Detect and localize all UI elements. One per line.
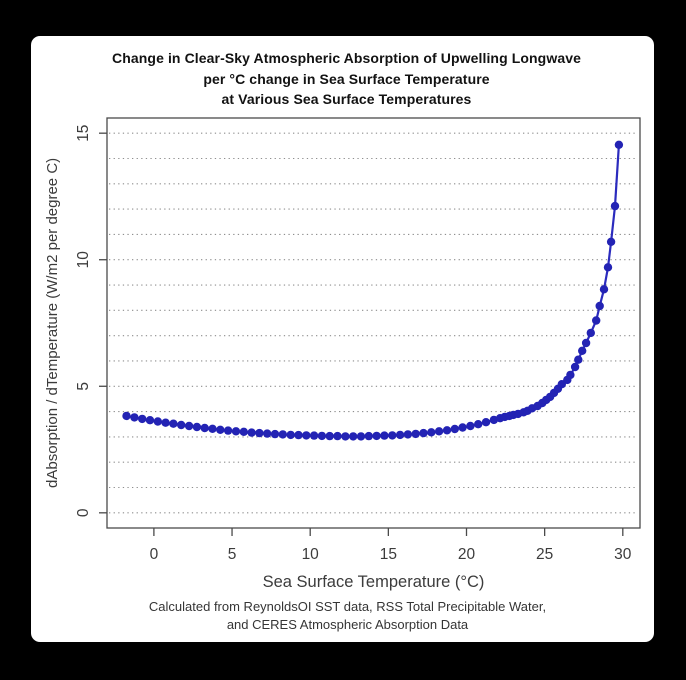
data-point [153, 417, 162, 426]
data-point [434, 427, 444, 436]
y-axis-title: dAbsorption / dTemperature (W/m2 per deg… [44, 157, 61, 489]
x-tick-label: 25 [536, 546, 553, 563]
data-point [411, 429, 420, 439]
x-axis-title: Sea Surface Temperature (°C) [262, 573, 485, 591]
data-point [578, 346, 587, 355]
data-point [364, 431, 373, 441]
data-point [325, 431, 334, 441]
data-point [614, 140, 624, 149]
chart-title-line1: Change in Clear-Sky Atmospheric Absorpti… [112, 50, 581, 66]
data-point [192, 422, 202, 432]
chart-card: Change in Clear-Sky Atmospheric Absorpti… [31, 36, 654, 642]
data-point [599, 285, 609, 294]
chart-title: Change in Clear-Sky Atmospheric Absorpti… [40, 48, 653, 110]
x-tick-label: 20 [458, 546, 476, 563]
source-caption: Calculated from ReynoldsOI SST data, RSS… [51, 598, 644, 634]
data-point [442, 426, 452, 435]
data-point [395, 430, 405, 440]
data-point [161, 418, 170, 427]
series-line [126, 144, 620, 438]
x-axis: 0 5 10 15 20 25 30 [150, 528, 632, 563]
data-point [581, 338, 591, 348]
data-point [606, 237, 616, 246]
data-point [145, 416, 155, 425]
data-point [208, 424, 217, 433]
data-point [247, 428, 256, 437]
data-point [309, 431, 319, 440]
data-point [356, 432, 366, 441]
data-point [184, 421, 194, 431]
data-point [341, 432, 350, 441]
data-point [595, 301, 604, 311]
gridlines [109, 132, 638, 514]
data-point [610, 201, 620, 211]
data-point [270, 429, 280, 439]
data-point [380, 431, 389, 440]
data-point [122, 411, 131, 421]
series-points [122, 140, 624, 441]
data-point [317, 431, 327, 441]
data-point [388, 431, 397, 440]
data-point [200, 423, 209, 433]
data-point [349, 432, 358, 441]
y-axis: 0 5 10 15 [75, 125, 107, 517]
data-point [586, 328, 595, 338]
data-point [450, 424, 459, 434]
x-tick-label: 15 [380, 546, 397, 563]
data-point [403, 430, 413, 439]
data-point [481, 418, 491, 427]
chart-title-line3: at Various Sea Surface Temperatures [221, 91, 472, 107]
x-tick-label: 0 [150, 546, 159, 563]
data-point [263, 429, 272, 438]
data-point [574, 355, 583, 364]
data-point [169, 419, 178, 428]
chart-title-line2: per °C change in Sea Surface Temperature [203, 70, 490, 87]
x-tick-label: 10 [302, 546, 320, 563]
data-point [223, 426, 233, 435]
y-tick-label: 15 [75, 125, 92, 142]
data-point [130, 413, 139, 422]
source-caption-line1: Calculated from ReynoldsOI SST data, RSS… [148, 599, 547, 614]
data-point [278, 430, 287, 439]
data-point [474, 420, 483, 429]
data-point [592, 316, 601, 325]
data-point [566, 370, 575, 380]
data-point [216, 425, 225, 434]
data-point [302, 431, 311, 440]
data-point [138, 414, 147, 424]
data-point [603, 263, 613, 272]
y-tick-label: 0 [75, 508, 92, 517]
x-tick-label: 5 [228, 546, 237, 563]
data-point [466, 421, 475, 431]
data-point [458, 423, 467, 432]
data-point [286, 430, 295, 440]
plot-frame [106, 117, 641, 529]
data-point [427, 428, 436, 437]
data-point [239, 427, 248, 436]
data-point [231, 427, 241, 436]
data-point [372, 431, 381, 441]
data-point [419, 428, 428, 438]
y-tick-label: 5 [75, 382, 92, 391]
data-point [294, 430, 303, 440]
data-point [177, 420, 186, 430]
data-point [333, 431, 342, 441]
chart-svg: 0 5 10 15 20 25 30 0 5 10 15 [75, 117, 641, 563]
source-caption-line2: and CERES Atmospheric Absorption Data [226, 617, 469, 632]
x-tick-label: 30 [614, 546, 632, 563]
data-point [255, 428, 264, 438]
data-point [570, 362, 580, 372]
y-tick-label: 10 [75, 251, 92, 269]
